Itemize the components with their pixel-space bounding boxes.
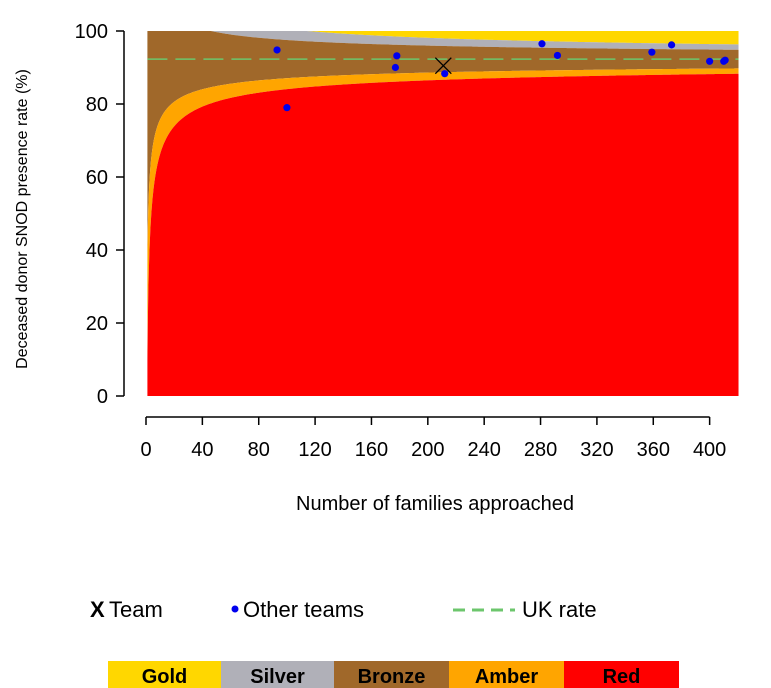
x-tick-label: 360	[637, 439, 670, 461]
other-team-point	[391, 63, 400, 72]
band-legend-label: Amber	[475, 666, 539, 688]
legend: X Team Other teams UK rate	[90, 597, 597, 622]
other-team-point	[553, 51, 562, 60]
x-tick-label: 80	[248, 439, 270, 461]
other-team-point	[393, 52, 401, 60]
other-team-point	[441, 70, 449, 78]
y-tick-label: 60	[86, 167, 108, 189]
red-band	[147, 73, 739, 397]
band-legend-swatch	[564, 661, 679, 688]
y-tick-label: 0	[97, 386, 108, 408]
band-legend-swatch	[449, 661, 564, 688]
bronze-band	[147, 31, 739, 250]
x-tick-label: 40	[191, 439, 213, 461]
x-tick-label: 320	[580, 439, 613, 461]
legend-team-label: Team	[109, 597, 163, 622]
y-axis-title: Deceased donor SNOD presence rate (%)	[14, 69, 31, 369]
x-tick-label: 0	[140, 439, 151, 461]
y-tick-label: 40	[86, 240, 108, 262]
axes: Number of families approached Deceased d…	[14, 21, 726, 515]
x-tick-label: 240	[467, 439, 500, 461]
other-team-point	[648, 48, 656, 56]
legend-uk-rate-label: UK rate	[522, 597, 597, 622]
other-team-point	[667, 41, 676, 49]
x-tick-label: 120	[298, 439, 331, 461]
other-team-point	[706, 57, 714, 65]
legend-other-teams-marker	[231, 605, 239, 613]
x-tick-label: 400	[693, 439, 726, 461]
team-marker	[434, 57, 452, 75]
data-points	[273, 40, 729, 112]
x-tick-label: 280	[524, 439, 557, 461]
y-tick-label: 80	[86, 94, 108, 116]
x-tick-label: 200	[411, 439, 444, 461]
other-team-point	[283, 104, 291, 112]
band-legend-label: Red	[603, 666, 641, 688]
band-legend-label: Gold	[142, 666, 188, 688]
other-team-point	[721, 56, 729, 64]
x-tick-label: 160	[355, 439, 388, 461]
band-legend-label: Silver	[250, 666, 305, 688]
band-legend-label: Bronze	[358, 666, 426, 688]
band-legend-swatch	[108, 661, 221, 688]
other-team-point	[273, 46, 281, 54]
y-tick-label: 100	[75, 21, 108, 43]
band-legend-swatch	[334, 661, 449, 688]
funnel-bands	[147, 31, 739, 397]
band-legend-swatch	[221, 661, 334, 688]
x-axis-title: Number of families approached	[296, 493, 574, 515]
y-tick-label: 20	[86, 313, 108, 335]
legend-other-teams-label: Other teams	[243, 597, 364, 622]
band-legend: Gold Silver Bronze Amber Red	[108, 661, 679, 688]
silver-band	[147, 31, 739, 50]
amber-band	[147, 68, 739, 360]
legend-team-marker: X	[90, 597, 105, 622]
other-team-point	[538, 40, 546, 48]
gold-band	[147, 31, 739, 45]
